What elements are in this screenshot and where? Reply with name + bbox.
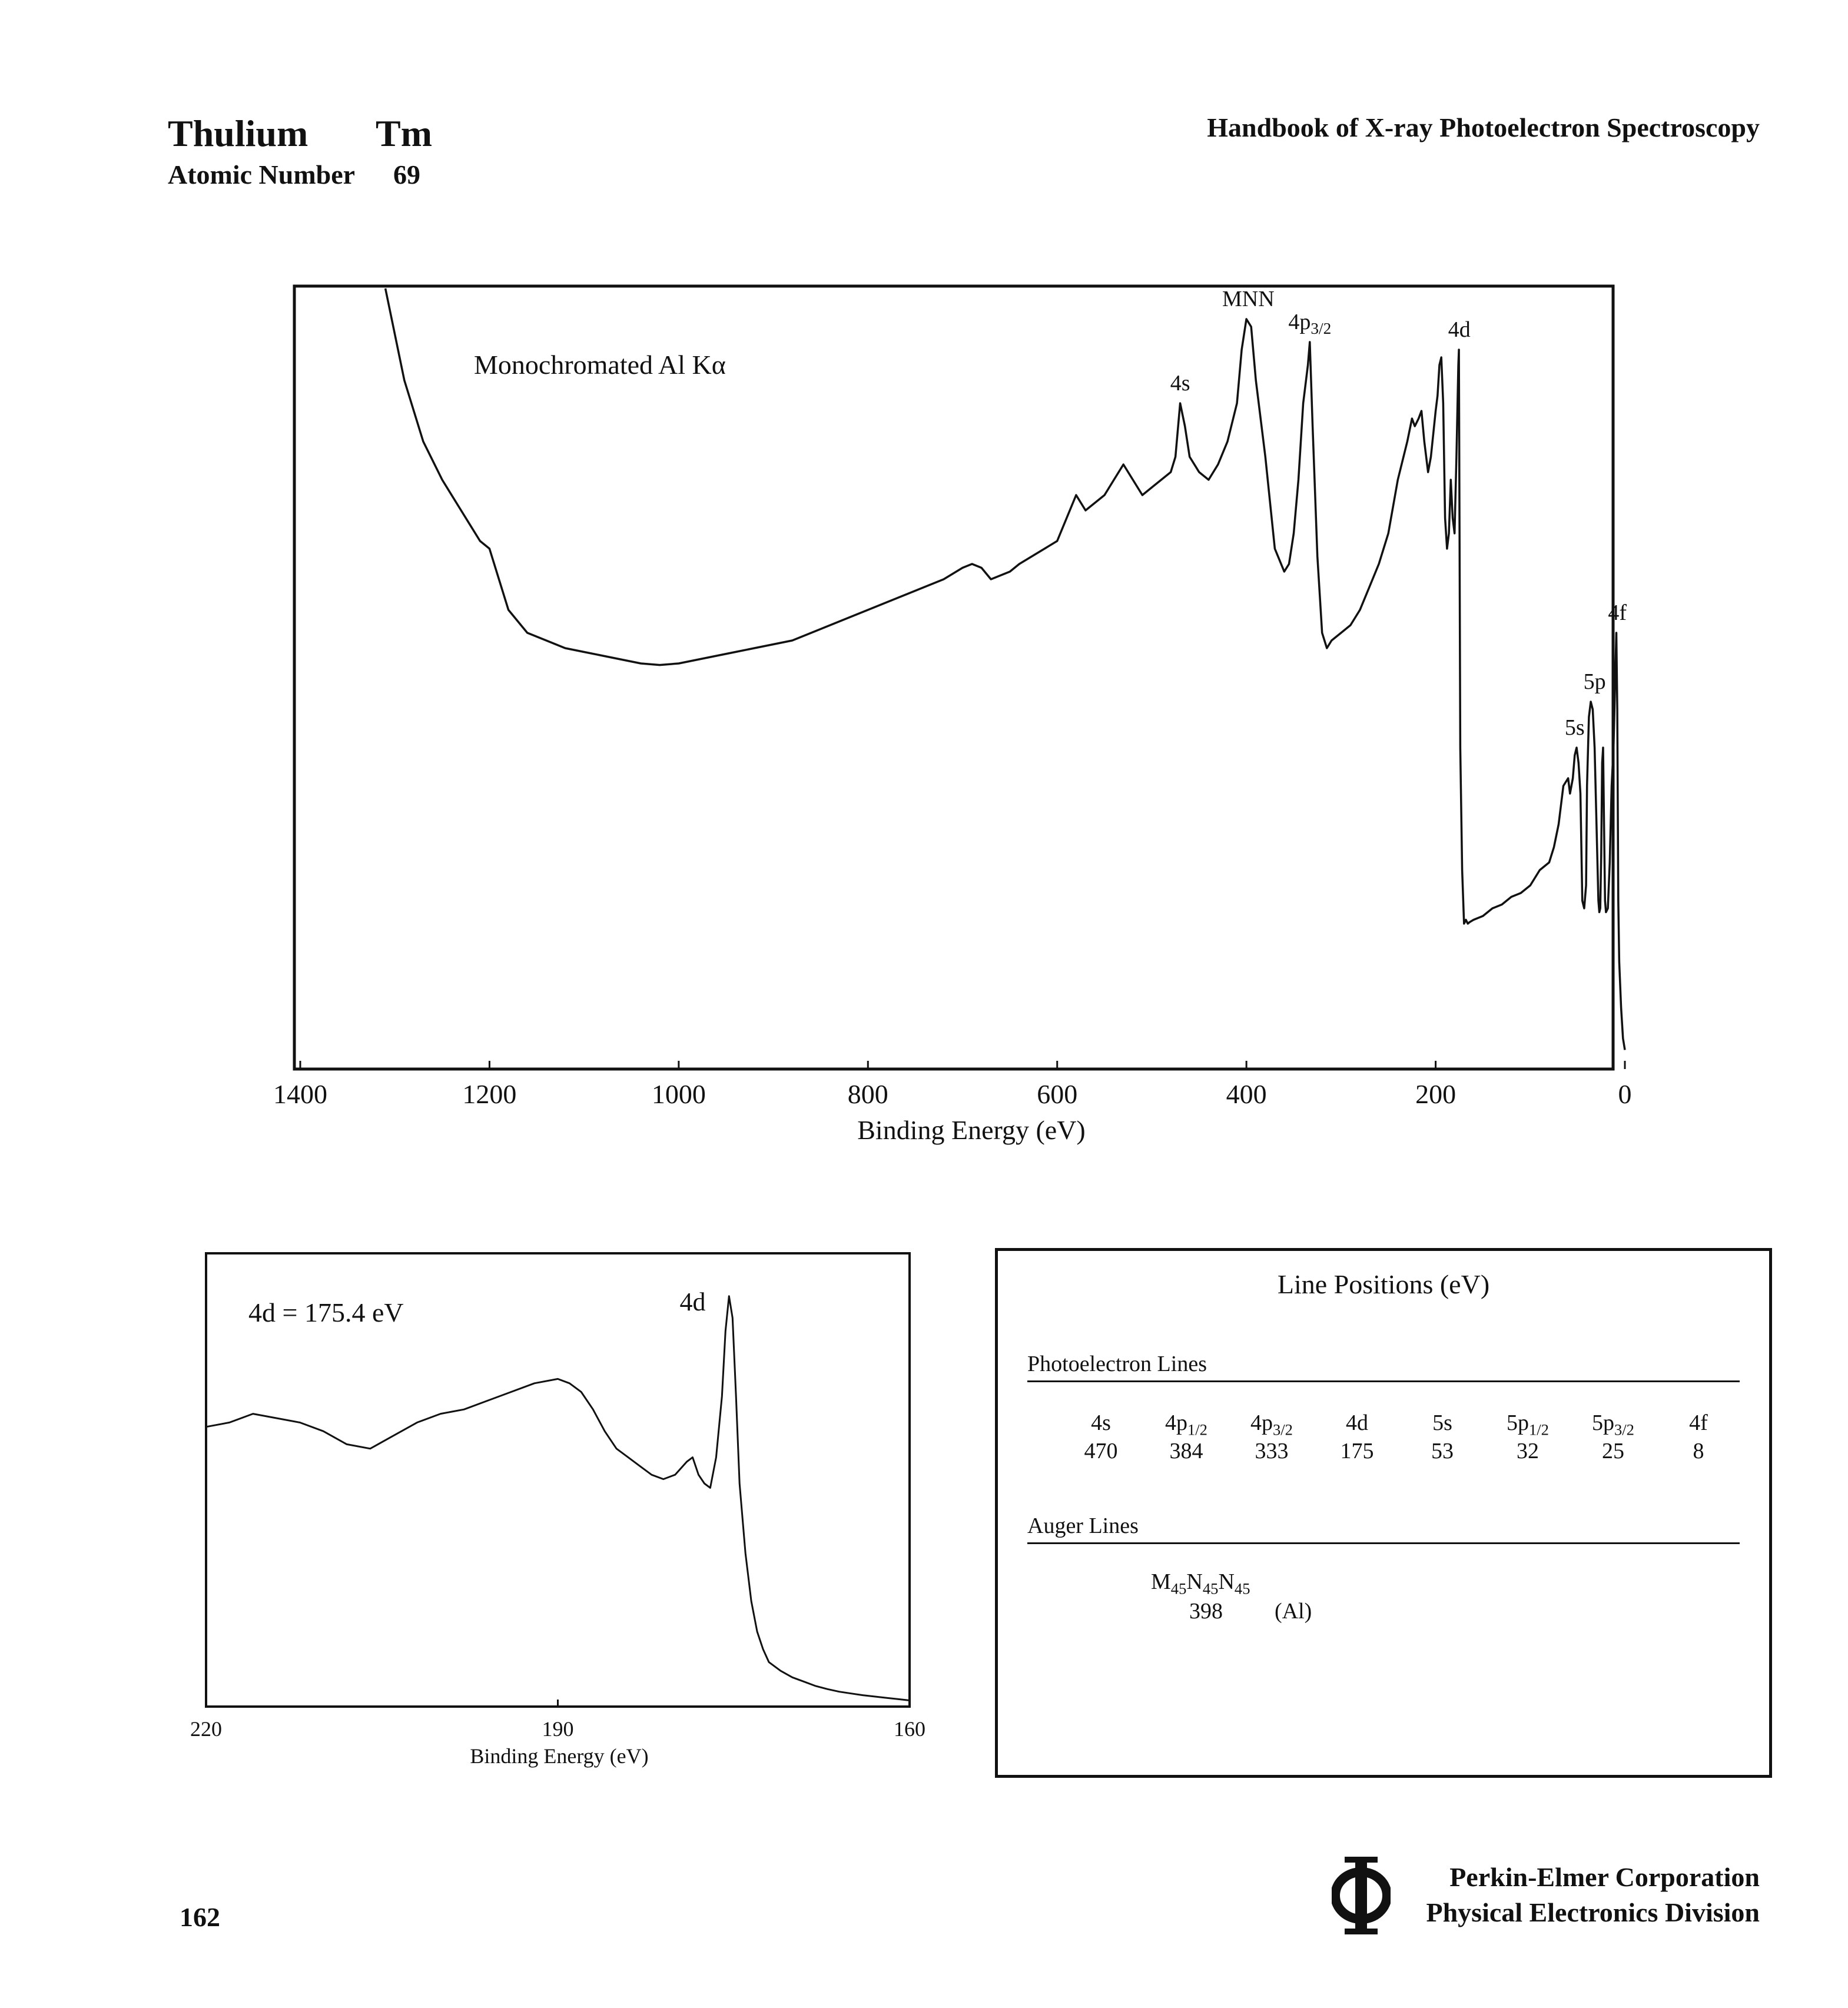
photoelectron-line-name: 5p1/2 [1507,1410,1549,1439]
photoelectron-line-name: 5s [1432,1410,1452,1435]
photoelectron-line-value: 8 [1693,1439,1704,1463]
inset-x-axis-label: Binding Energy (eV) [470,1744,648,1768]
inset-peak-label: 4d [680,1287,706,1316]
photoelectron-line-value: 53 [1431,1439,1454,1463]
atomic-number-value: 69 [393,160,420,190]
inset-4d-chart: 220 190 160 4d 4d = 175.4 eV Binding Energ… [190,1252,925,1768]
survey-tick-label: 200 [1415,1079,1456,1109]
photoelectron-lines-label: Photoelectron Lines [1027,1352,1207,1376]
inset-4d-line [205,1295,910,1701]
auger-transition-value: 398 [1189,1599,1223,1624]
survey-tick-label: 1400 [273,1079,327,1109]
survey-tick-label: 400 [1226,1079,1267,1109]
atomic-number-label: Atomic Number [168,160,356,190]
photoelectron-line-name: 4f [1689,1410,1708,1435]
survey-tick-label: 1000 [652,1079,706,1109]
survey-tick-label: 800 [848,1079,888,1109]
photoelectron-line-value: 25 [1602,1439,1624,1463]
inset-peak-annotation: 4d = 175.4 eV [248,1297,404,1327]
survey-peak-label: 5s [1565,715,1585,740]
photoelectron-line-value: 333 [1255,1439,1289,1463]
photoelectron-line-name: 4d [1346,1410,1368,1435]
photoelectron-line-name: 4p3/2 [1250,1410,1293,1439]
line-positions-title: Line Positions (eV) [1277,1269,1490,1299]
company-division: Physical Electronics Division [1426,1897,1760,1927]
survey-spectrum-chart: 1400 1200 1000 800 600 400 200 0 4s MNN 4p3/2 4d 5s… [273,284,1632,1145]
survey-tick-label: 1200 [462,1079,516,1109]
auger-lines-label: Auger Lines [1027,1514,1139,1538]
company-name: Perkin-Elmer Corporation [1449,1862,1760,1892]
handbook-title: Handbook of X-ray Photoelectron Spectros… [1207,112,1760,142]
survey-peak-label: 5p [1584,669,1606,694]
survey-peak-label: 4p3/2 [1288,310,1331,337]
survey-spectrum-line [384,288,1626,1050]
photoelectron-line-name: 4s [1091,1410,1111,1435]
page-number: 162 [180,1902,220,1932]
photoelectron-line-value: 175 [1340,1439,1374,1463]
survey-tick-label: 600 [1037,1079,1077,1109]
survey-peak-label: 4d [1448,317,1471,342]
photoelectron-line-value: 384 [1169,1439,1203,1463]
element-name: Thulium [168,112,308,154]
inset-tick-label: 190 [542,1717,574,1741]
photoelectron-line-value: 32 [1517,1439,1539,1463]
photoelectron-line-name: 5p3/2 [1592,1410,1634,1439]
line-positions-table: Line Positions (eV) Photoelectron Lines … [995,1248,1772,1778]
phi-logo-icon [1332,1857,1391,1934]
inset-tick-label: 160 [894,1717,925,1741]
auger-transition-source: (Al) [1275,1599,1312,1624]
photoelectron-rule [1027,1380,1740,1382]
inset-tick-label: 220 [190,1717,222,1741]
survey-peak-label: 4f [1608,600,1627,625]
survey-peak-label: MNN [1222,287,1275,311]
survey-peak-label: 4s [1170,371,1190,396]
photoelectron-line-name: 4p1/2 [1165,1410,1207,1439]
auger-transition-name: M45N45N45 [1151,1569,1250,1598]
auger-rule [1027,1542,1740,1544]
survey-source-annotation: Monochromated Al Kα [474,350,726,380]
survey-plot-frame [293,284,1615,1071]
element-symbol: Tm [376,112,432,154]
survey-x-axis-label: Binding Energy (eV) [857,1115,1086,1145]
photoelectron-line-value: 470 [1084,1439,1118,1463]
survey-tick-label: 0 [1618,1079,1632,1109]
